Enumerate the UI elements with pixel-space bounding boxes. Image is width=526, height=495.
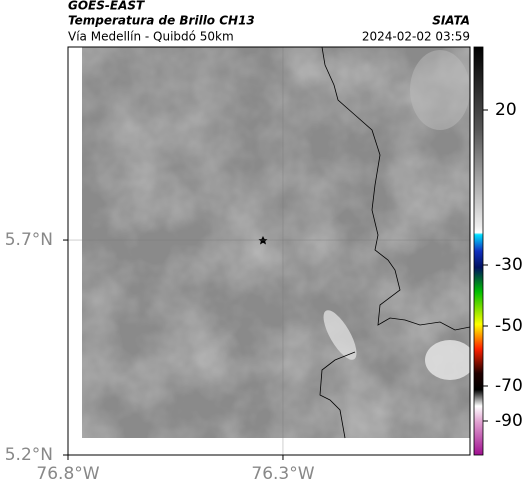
map-frame <box>67 46 471 456</box>
colorbar-tick-label: -70 <box>495 376 523 396</box>
x-tick-label: 76.3°W <box>251 464 314 484</box>
product: Temperatura de Brillo CH13 <box>68 14 255 28</box>
x-tick-label: 76.8°W <box>36 464 99 484</box>
colorbar <box>473 46 484 456</box>
satellite: GOES-EAST <box>68 0 145 13</box>
region: Vía Medellín - Quibdó 50km <box>68 30 234 44</box>
timestamp: 2024-02-02 03:59 <box>362 30 470 44</box>
y-tick-label: 5.2°N <box>5 445 53 465</box>
imagery <box>68 47 470 455</box>
y-tick-label: 5.7°N <box>5 230 53 250</box>
colorbar-tick-label: -50 <box>495 316 523 336</box>
colorbar-tick-label: -30 <box>495 255 523 275</box>
colorbar-tick-label: -90 <box>495 411 523 431</box>
colorbar-tick-label: 20 <box>495 100 517 120</box>
source: SIATA <box>432 14 470 28</box>
